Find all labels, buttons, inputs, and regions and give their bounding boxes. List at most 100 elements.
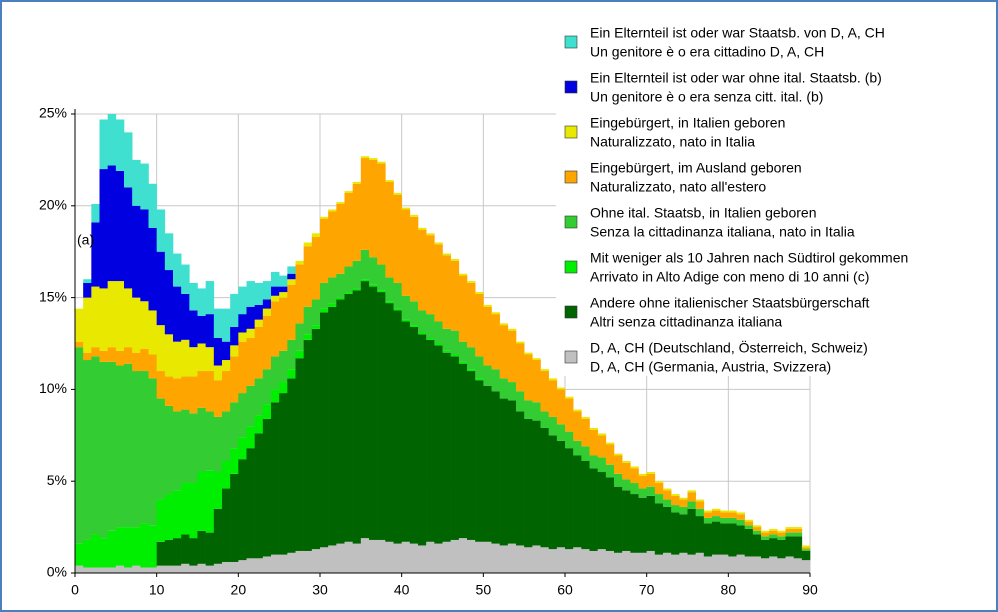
- bar-segment: [222, 360, 231, 372]
- bar-segment: [91, 534, 100, 568]
- bar-segment: [524, 352, 533, 355]
- bar-segment: [336, 202, 345, 204]
- bar-segment: [712, 554, 721, 573]
- legend-label: Mit weniger als 10 Jahren nach Südtirol …: [590, 250, 908, 266]
- bar-segment: [311, 328, 321, 550]
- bar-segment: [295, 264, 304, 324]
- bar-segment: [401, 209, 411, 296]
- bar-segment: [107, 114, 117, 166]
- bar-segment: [173, 490, 182, 539]
- bar-segment: [213, 337, 223, 366]
- bar-segment: [344, 293, 353, 542]
- bar-segment: [654, 554, 664, 573]
- bar-segment: [556, 387, 566, 390]
- bar-segment: [156, 371, 166, 399]
- bar-segment: [222, 308, 231, 342]
- bar-segment: [573, 409, 582, 412]
- bar-segment: [254, 558, 264, 573]
- bar-segment: [565, 396, 574, 399]
- bar-segment: [679, 514, 688, 553]
- bar-segment: [254, 378, 264, 416]
- bar-segment: [230, 402, 239, 449]
- legend-box: [556, 14, 956, 376]
- bar-segment: [393, 194, 402, 283]
- bar-segment: [679, 506, 688, 515]
- bar-segment: [491, 369, 500, 392]
- bar-segment: [720, 523, 729, 555]
- bar-segment: [124, 567, 133, 573]
- bar-segment: [679, 497, 688, 500]
- bar-segment: [516, 411, 525, 546]
- bar-segment: [311, 325, 321, 329]
- bar-segment: [622, 550, 631, 573]
- bar-segment: [91, 203, 100, 223]
- bar-segment: [801, 549, 811, 551]
- legend-label: Un genitore è o era cittadino D, A, CH: [590, 44, 824, 60]
- bar-segment: [303, 242, 313, 247]
- bar-segment: [213, 416, 223, 473]
- bar-segment: [124, 363, 133, 528]
- bar-segment: [605, 442, 615, 445]
- bar-segment: [540, 411, 549, 428]
- bar-segment: [728, 517, 737, 524]
- bar-segment: [140, 349, 149, 372]
- bar-segment: [181, 409, 190, 484]
- bar-segment: [687, 490, 696, 493]
- bar-segment: [475, 292, 484, 294]
- bar-segment: [189, 310, 198, 348]
- bar-segment: [426, 339, 435, 542]
- bar-segment: [801, 545, 811, 548]
- bar-segment: [785, 532, 794, 537]
- bar-segment: [720, 517, 729, 524]
- bar-segment: [752, 525, 762, 528]
- bar-segment: [148, 310, 157, 355]
- bar-segment: [352, 183, 362, 261]
- bar-segment: [271, 554, 280, 573]
- bar-segment: [622, 479, 631, 491]
- bar-segment: [213, 508, 223, 564]
- legend-swatch: [564, 170, 578, 184]
- bar-segment: [761, 539, 770, 559]
- bar-segment: [164, 270, 174, 335]
- bar-segment: [107, 165, 117, 282]
- bar-segment: [793, 532, 803, 537]
- bar-segment: [262, 315, 272, 370]
- bar-segment: [426, 233, 435, 236]
- bar-segment: [156, 398, 166, 500]
- bar-segment: [491, 391, 500, 544]
- bar-segment: [205, 565, 215, 573]
- bar-segment: [605, 477, 615, 551]
- bar-segment: [638, 497, 647, 553]
- bar-segment: [426, 314, 435, 338]
- bar-segment: [140, 567, 149, 573]
- bar-segment: [401, 541, 411, 573]
- bar-segment: [793, 558, 803, 573]
- bar-segment: [279, 554, 288, 573]
- bar-segment: [75, 347, 84, 544]
- bar-segment: [499, 323, 509, 326]
- bar-segment: [230, 345, 239, 357]
- bar-segment: [271, 295, 280, 302]
- bar-segment: [328, 303, 337, 307]
- bar-segment: [189, 347, 198, 377]
- bar-segment: [565, 431, 574, 449]
- bar-segment: [205, 411, 215, 471]
- bar-segment: [507, 543, 517, 573]
- bar-segment: [213, 365, 223, 381]
- bar-segment: [279, 297, 288, 351]
- bar-segment: [712, 508, 721, 511]
- bar-segment: [418, 332, 427, 335]
- bar-segment: [328, 306, 337, 546]
- bar-segment: [793, 536, 803, 559]
- bar-segment: [597, 433, 607, 436]
- bar-segment: [393, 310, 402, 544]
- bar-segment: [638, 552, 647, 573]
- bar-segment: [140, 163, 149, 210]
- x-tick-label: 70: [639, 582, 655, 598]
- bar-segment: [287, 273, 296, 280]
- bar-segment: [173, 538, 182, 566]
- bar-segment: [107, 281, 117, 348]
- bar-segment: [99, 169, 108, 289]
- bar-segment: [467, 281, 476, 283]
- bar-segment: [801, 550, 811, 561]
